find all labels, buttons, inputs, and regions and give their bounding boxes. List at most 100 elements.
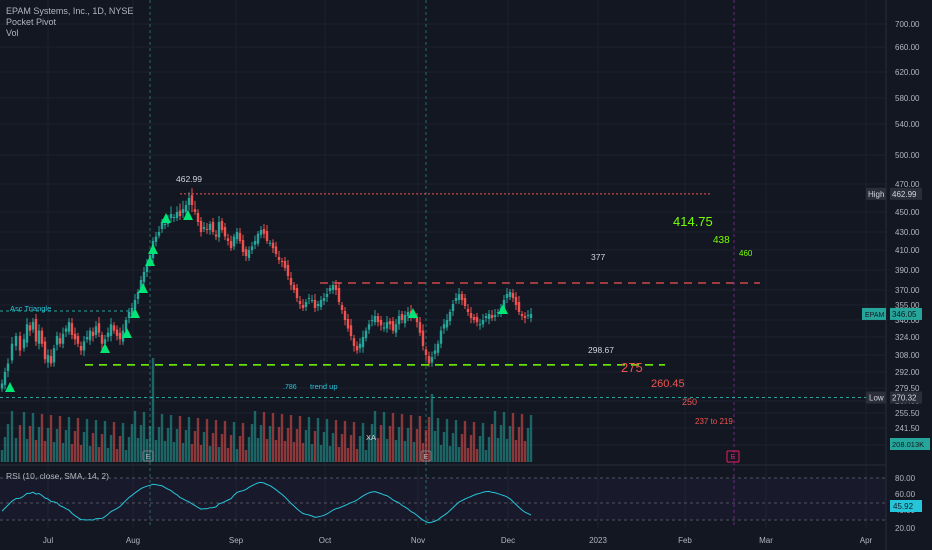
volume-bar [52, 442, 56, 462]
candle-body [184, 205, 188, 212]
volume-bar [451, 433, 455, 462]
candle-body [115, 329, 119, 336]
candle-body [505, 294, 509, 298]
volume-bar [214, 420, 218, 462]
candle-body [241, 240, 245, 252]
volume-bar [10, 411, 14, 462]
volume-bar [211, 433, 215, 462]
volume-bar [340, 434, 344, 462]
volume-bar [55, 429, 59, 462]
pivot-marker [145, 256, 155, 266]
time-tick-label: Dec [501, 536, 515, 545]
candle-body [340, 305, 344, 310]
price-tick-label: 540.00 [895, 120, 920, 129]
volume-bar [496, 438, 500, 462]
volume-bar [418, 416, 422, 462]
volume-bar [295, 429, 299, 462]
candle-body [103, 339, 107, 344]
candle-body [370, 320, 374, 322]
rsi-tick-label: 20.00 [895, 524, 916, 533]
volume-bar [409, 415, 413, 462]
candle-body [76, 335, 80, 344]
candle-body [403, 315, 407, 324]
price-tick-label: 410.00 [895, 246, 920, 255]
future-earnings-marker [726, 450, 740, 463]
rsi-legend[interactable]: RSI (10, close, SMA, 14, 2) [6, 471, 109, 481]
candle-body [88, 330, 92, 341]
legend-pocket-pivot[interactable]: Pocket Pivot [6, 17, 57, 27]
vol-value-bg [890, 438, 930, 450]
volume-bar [160, 414, 164, 462]
candle-body [304, 302, 308, 307]
candle-body [28, 325, 32, 331]
volume-bar [376, 438, 380, 462]
volume-bar [31, 413, 35, 462]
candle-body [136, 292, 140, 299]
candle-body [469, 313, 473, 318]
volume-bar [28, 426, 32, 462]
high-label: High [868, 190, 884, 199]
fib-label: .786 [283, 384, 297, 391]
volume-bar [445, 419, 449, 462]
target-275-label: 275 [621, 360, 643, 375]
time-tick-label: Feb [678, 536, 692, 545]
volume-bar [349, 435, 353, 462]
candle-body [280, 261, 284, 262]
candle-body [325, 294, 329, 297]
target-460-label: 460 [739, 249, 753, 258]
volume-bar [301, 443, 305, 462]
candle-body [352, 338, 356, 346]
volume-bar [226, 448, 230, 462]
candle-body [319, 300, 323, 307]
candle-body [523, 316, 527, 318]
candle-body [379, 320, 383, 326]
volume-bar [49, 415, 53, 462]
candle-body [310, 300, 314, 301]
price-tick-label: 292.00 [895, 368, 920, 377]
legend-volume[interactable]: Vol [6, 28, 19, 38]
volume-bar [265, 439, 269, 462]
volume-bar [193, 431, 197, 462]
volume-bar [253, 411, 257, 462]
pivot-marker [183, 210, 193, 220]
vol-value: 208.013K [892, 440, 924, 449]
volume-bar [439, 445, 443, 462]
candle-body [274, 246, 278, 254]
volume-bar [385, 439, 389, 462]
candle-body [18, 335, 22, 351]
high-value: 462.99 [892, 190, 917, 199]
candle-body [328, 288, 332, 291]
volume-bar [283, 441, 287, 462]
volume-bar [3, 437, 7, 462]
candle-body [226, 238, 230, 241]
candle-body [49, 356, 53, 364]
volume-bar [490, 424, 494, 462]
volume-bar [229, 435, 233, 462]
volume-bar [148, 426, 152, 462]
candle-body [364, 330, 368, 339]
candle-body [14, 335, 18, 346]
volume-bar [319, 445, 323, 462]
price-tick-label: 430.00 [895, 228, 920, 237]
volume-bar [217, 447, 221, 462]
volume-bar [436, 418, 440, 462]
candle-body [292, 285, 296, 290]
rsi-line [1, 481, 532, 524]
candle-body [22, 339, 26, 349]
volume-bar [412, 442, 416, 462]
volume-bar [79, 445, 83, 462]
candle-body [208, 224, 212, 230]
volume-bar [208, 446, 212, 462]
candle-body [331, 285, 335, 290]
candle-body [346, 319, 350, 329]
legend-symbol[interactable]: EPAM Systems, Inc., 1D, NYSE [6, 6, 134, 16]
price-tick-label: 500.00 [895, 151, 920, 160]
volume-bar [463, 421, 467, 462]
volume-bar [457, 447, 461, 462]
volume-bar [268, 426, 272, 462]
candle-body [445, 320, 449, 328]
current-symbol-bg [862, 307, 886, 320]
candle-body [529, 313, 533, 318]
